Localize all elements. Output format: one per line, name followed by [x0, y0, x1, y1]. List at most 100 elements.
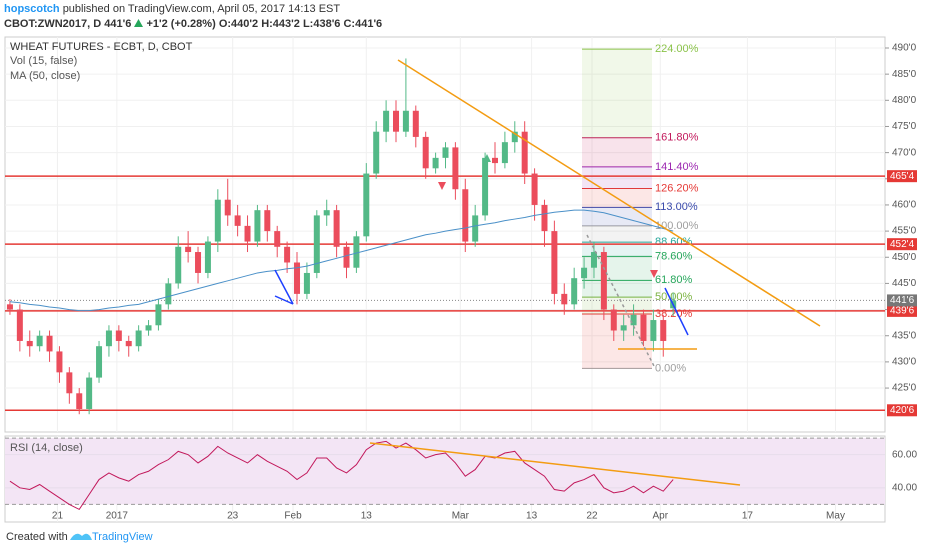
candle-body: [650, 320, 657, 341]
fib-label: 141.40%: [655, 161, 699, 173]
candle-body: [422, 136, 429, 169]
last-price-box: [887, 294, 917, 307]
fib-zone: [582, 137, 652, 167]
y-tick-label: 470'0: [892, 147, 917, 158]
fib-zone: [582, 166, 652, 189]
candle-body: [442, 147, 449, 158]
candle-body: [363, 173, 370, 237]
candle-body: [125, 340, 132, 347]
y-tick-label: 60.00: [892, 449, 917, 460]
y-tick-label: 455'0: [892, 226, 917, 237]
candle-body: [6, 304, 13, 310]
candle-body: [600, 252, 607, 310]
candle-body: [561, 293, 568, 305]
drawing: [397, 59, 821, 327]
candle-body: [86, 377, 93, 409]
ohlc: O:440'2: [218, 18, 259, 30]
published: published on TradingView.com, April 05, …: [62, 3, 341, 15]
candle-body: [244, 225, 251, 242]
candle-body: [353, 236, 360, 268]
footer-created: Created with: [6, 531, 68, 543]
candle-body: [234, 215, 241, 226]
candle-body: [323, 210, 330, 216]
y-tick-label: 40.00: [892, 482, 917, 493]
candle-body: [630, 314, 637, 326]
main-pane: [4, 36, 886, 433]
x-tick-label: 2017: [106, 511, 129, 522]
y-tick-label: 425'0: [892, 383, 917, 394]
y-tick-label: 435'0: [892, 330, 917, 341]
candle-body: [294, 262, 301, 294]
last: 441'6: [104, 18, 132, 30]
fib-label: 161.80%: [655, 132, 699, 144]
ma-line: [9, 209, 674, 312]
legend-entry: MA (50, close): [10, 70, 80, 82]
candle-body: [16, 309, 23, 341]
up-icon: [134, 19, 144, 27]
candle-body: [254, 210, 261, 242]
x-tick-label: May: [826, 511, 845, 522]
candle-body: [640, 314, 647, 341]
chart-title: WHEAT FUTURES - ECBT, D, CBOT: [10, 41, 193, 53]
candle-body: [46, 335, 53, 352]
candle-body: [274, 231, 281, 247]
level-label: 420'6: [890, 405, 915, 416]
candle-body: [462, 189, 469, 242]
candle-body: [135, 330, 142, 347]
candle-body: [501, 142, 508, 164]
candle-body: [521, 131, 528, 174]
candle-body: [224, 199, 231, 216]
candle-body: [195, 252, 202, 273]
y-tick-label: 475'0: [892, 121, 917, 132]
level-label-box: [887, 304, 917, 317]
last-price-label: 441'6: [890, 295, 915, 306]
candle-body: [571, 278, 578, 305]
y-tick-label: 430'0: [892, 357, 917, 368]
candle-body: [491, 157, 498, 164]
candle-body: [383, 110, 390, 132]
x-tick-label: 23: [227, 511, 239, 522]
x-tick-label: 13: [361, 511, 373, 522]
candle-body: [175, 246, 182, 284]
author[interactable]: hopscotch: [4, 3, 60, 15]
logo: [70, 533, 92, 540]
publish-line: hopscotch published on TradingView.com, …: [4, 3, 340, 15]
candle-body: [333, 210, 340, 247]
x-tick-label: 17: [742, 511, 754, 522]
chart-title: RSI (14, close): [10, 442, 83, 454]
level-label-box: [887, 404, 917, 417]
candle-body: [204, 241, 211, 273]
rsi-band: [5, 438, 885, 505]
candle-body: [581, 267, 588, 279]
drawing: [274, 295, 294, 305]
y-tick-label: 450'0: [892, 252, 917, 263]
footer-brand: TradingView: [92, 531, 153, 543]
x-tick-label: 13: [526, 511, 538, 522]
x-tick-label: Feb: [284, 511, 302, 522]
drawing: [274, 269, 294, 305]
candle-body: [66, 372, 73, 394]
ohlc: L:438'6: [302, 18, 341, 30]
fib-zone: [582, 280, 652, 298]
candle-body: [472, 215, 479, 242]
candle-body: [115, 330, 122, 341]
y-tick-label: 490'0: [892, 43, 917, 54]
candle-body: [551, 231, 558, 294]
candle-body: [26, 340, 33, 347]
candle-body: [393, 110, 400, 132]
marker: [650, 270, 658, 278]
candle-body: [343, 246, 350, 268]
fib-zone: [582, 225, 652, 243]
marker: [438, 182, 446, 190]
ohlc: H:443'2: [261, 18, 300, 30]
candle-body: [284, 246, 291, 263]
candle-body: [610, 309, 617, 331]
candle-body: [56, 351, 63, 373]
y-tick-label: 485'0: [892, 69, 917, 80]
candle-body: [511, 131, 518, 143]
y-tick-label: 445'0: [892, 278, 917, 289]
drawing: [369, 442, 741, 486]
candle-body: [36, 335, 43, 347]
